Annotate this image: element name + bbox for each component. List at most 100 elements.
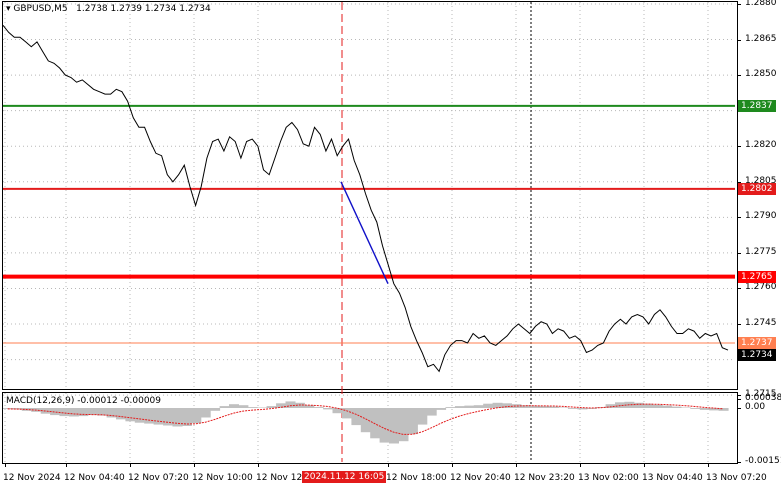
price-axis-label: 1.2865 xyxy=(745,33,777,44)
price-axis-label: 1.2850 xyxy=(745,69,777,80)
price-axis-tick xyxy=(737,395,741,397)
price-axis-label: 1.2715 xyxy=(745,389,777,400)
time-axis-tick xyxy=(194,463,195,467)
macd-histogram-bar xyxy=(436,408,447,410)
time-axis-tick xyxy=(66,463,67,467)
current-price-tag: 1.2734 xyxy=(738,349,776,362)
macd-histogram-bar xyxy=(699,408,710,410)
macd-histogram-bar xyxy=(370,408,381,439)
macd-histogram-bar xyxy=(718,408,729,411)
macd-histogram-bar xyxy=(680,407,691,408)
macd-histogram-bar xyxy=(615,402,625,408)
macd-histogram-bar xyxy=(134,408,145,423)
macd-axis-tick xyxy=(737,399,741,400)
macd-histogram-bar xyxy=(492,402,503,408)
macd-histogram-bar xyxy=(59,408,70,417)
trend-line xyxy=(340,181,389,285)
macd-histogram-bar xyxy=(153,408,164,425)
macd-axis-tick xyxy=(737,408,741,409)
macd-histogram-bar xyxy=(332,408,343,414)
macd-histogram-bar xyxy=(407,408,418,435)
macd-histogram-bar xyxy=(539,406,550,408)
macd-histogram-bar xyxy=(97,408,108,416)
price-axis-tick xyxy=(737,324,741,326)
price-chart-panel[interactable] xyxy=(2,1,738,390)
macd-histogram-bar xyxy=(671,406,682,408)
macd-histogram-bar xyxy=(558,407,569,408)
time-axis-label: 12 Nov 12 xyxy=(256,473,303,483)
macd-histogram-bar xyxy=(605,404,616,408)
macd-histogram-bar xyxy=(238,405,249,408)
macd-histogram-bar xyxy=(549,406,560,408)
price-axis-label: 1.2820 xyxy=(745,140,777,151)
time-axis-tick xyxy=(644,463,645,467)
time-axis-label: 13 Nov 07:20 xyxy=(706,473,767,483)
symbol-header: ▾ GBPUSD,M5 1.2738 1.2739 1.2734 1.2734 xyxy=(6,4,211,14)
triangle-down-icon[interactable]: ▾ xyxy=(6,4,11,14)
macd-axis-label: 0.00 xyxy=(745,402,766,412)
macd-histogram-bar xyxy=(643,403,654,408)
macd-histogram-bar xyxy=(520,405,531,408)
time-axis-tick xyxy=(516,463,517,467)
macd-histogram-bar xyxy=(50,408,61,416)
price-axis-label: 1.2775 xyxy=(745,246,777,257)
macd-histogram-bar xyxy=(304,405,315,408)
time-axis-tick xyxy=(388,463,389,467)
time-axis-label: 12 Nov 07:20 xyxy=(128,473,189,483)
macd-histogram-bar xyxy=(502,403,512,408)
macd-histogram-bar xyxy=(567,408,578,409)
time-axis-label: 12 Nov 23:20 xyxy=(514,473,575,483)
macd-signal-line xyxy=(7,403,724,435)
macd-histogram-bar xyxy=(276,403,287,408)
macd-histogram-bar xyxy=(464,405,475,408)
time-axis-label: 12 Nov 18:00 xyxy=(386,473,447,483)
macd-histogram-bar xyxy=(106,408,117,418)
price-axis-label: 1.2805 xyxy=(745,175,777,186)
macd-histogram-bar xyxy=(247,407,258,408)
macd-histogram-bar xyxy=(87,408,98,416)
price-axis-tick xyxy=(737,217,741,219)
time-axis-label: 12 Nov 20:40 xyxy=(450,473,511,483)
macd-histogram-bar xyxy=(172,408,183,427)
macd-histogram-bar xyxy=(219,406,230,408)
time-axis-label: 12 Nov 2024 xyxy=(3,473,61,483)
level-tag-1.2837: 1.2837 xyxy=(738,99,776,112)
macd-histogram-bar xyxy=(68,408,79,417)
macd-histogram-bar xyxy=(163,408,174,426)
macd-histogram-bar xyxy=(181,408,192,426)
time-axis-tick xyxy=(130,463,131,467)
macd-histogram-bar xyxy=(191,408,202,424)
macd-histogram-bar xyxy=(577,408,588,410)
level-tag-1.2802: 1.2802 xyxy=(738,182,776,195)
macd-histogram-bar xyxy=(379,408,390,443)
macd-histogram-bar xyxy=(454,406,465,408)
macd-histogram-bar xyxy=(398,408,409,442)
macd-histogram-bar xyxy=(709,408,720,411)
macd-axis-label: 0.00038 xyxy=(745,393,781,403)
price-axis-tick xyxy=(737,288,741,290)
time-axis-label: 12 Nov 10:00 xyxy=(192,473,253,483)
macd-histogram-bar xyxy=(285,401,296,408)
time-axis-tick xyxy=(5,463,6,467)
macd-histogram-bar xyxy=(445,407,456,408)
macd-histogram-bar xyxy=(511,404,522,408)
price-axis-tick xyxy=(737,146,741,148)
macd-histogram-bar xyxy=(360,408,371,433)
symbol-label: GBPUSD,M5 xyxy=(13,4,68,14)
price-axis-tick xyxy=(737,252,741,254)
time-axis-tick xyxy=(258,463,259,467)
price-axis-tick xyxy=(737,4,741,5)
macd-histogram-bar xyxy=(229,404,239,408)
macd-histogram-bar xyxy=(417,408,428,425)
macd-histogram-bar xyxy=(78,408,89,417)
price-axis-tick xyxy=(737,39,741,41)
macd-histogram-bar xyxy=(473,405,484,408)
macd-histogram-bar xyxy=(662,405,673,408)
time-axis-label: 12 Nov 04:40 xyxy=(64,473,125,483)
time-axis-label: 13 Nov 04:40 xyxy=(642,473,703,483)
macd-histogram-bar xyxy=(483,403,494,408)
level-tag-1.2765: 1.2765 xyxy=(738,270,776,283)
macd-histogram-bar xyxy=(633,402,644,408)
